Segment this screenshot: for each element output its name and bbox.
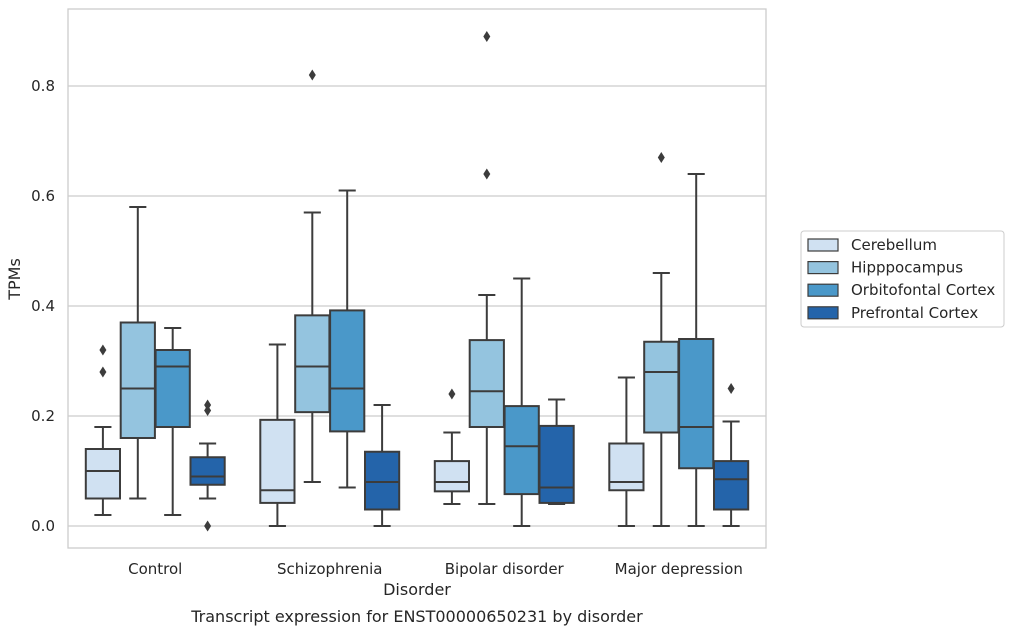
y-tick-label: 0.4: [31, 297, 55, 315]
box-prefrontal-cortex: [189, 399, 226, 532]
box-prefrontal-cortex: [712, 383, 750, 527]
box-cerebellum: [259, 343, 296, 527]
box-iqr: [259, 418, 296, 504]
legend-swatch: [807, 283, 839, 297]
box-orbitofontal-cortex: [329, 189, 366, 489]
box-iqr: [712, 460, 750, 511]
box-hipppocampus: [294, 69, 331, 483]
box-orbitofontal-cortex: [678, 173, 715, 527]
x-tick-label: Bipolar disorder: [445, 560, 565, 578]
outlier-point: [204, 399, 212, 411]
y-tick-label: 0.0: [31, 517, 55, 535]
box-hipppocampus: [468, 31, 505, 505]
x-tick-label: Major depression: [615, 560, 743, 578]
legend: Cerebellum Hipppocampus Orbitofontal Corte…: [800, 230, 1005, 328]
y-tick-label: 0.2: [31, 407, 55, 425]
y-tick-label: 0.6: [31, 187, 55, 205]
outlier-point: [99, 344, 107, 356]
box-prefrontal-cortex: [363, 404, 401, 527]
y-tick-labels: 0.0 0.2 0.4 0.6 0.8: [31, 77, 55, 535]
box-hipppocampus: [119, 206, 156, 500]
box-iqr: [119, 321, 156, 439]
outlier-point: [483, 31, 491, 42]
box-iqr: [294, 314, 331, 414]
y-tick-label: 0.8: [31, 77, 55, 95]
box-iqr: [468, 339, 505, 429]
box-iqr: [84, 448, 122, 500]
box-iqr: [503, 405, 540, 496]
box-groups: [84, 31, 750, 532]
legend-label: Hipppocampus: [851, 259, 963, 277]
y-axis-title: TPMs: [5, 258, 24, 301]
chart-caption: Transcript expression for ENST0000065023…: [190, 607, 643, 626]
box-iqr: [538, 424, 575, 504]
plot-area: [67, 8, 767, 549]
legend-swatch: [807, 261, 839, 275]
box-cerebellum: [608, 376, 645, 527]
legend-frame: [800, 230, 1005, 328]
box-prefrontal-cortex: [538, 398, 575, 505]
box-orbitofontal-cortex: [503, 277, 540, 527]
legend-swatch: [807, 238, 839, 252]
box-iqr: [154, 349, 191, 428]
box-hipppocampus: [643, 152, 680, 527]
box-iqr: [189, 456, 226, 486]
box-iqr: [643, 340, 680, 434]
x-tick-label: Schizophrenia: [277, 560, 382, 578]
box-iqr: [608, 442, 645, 492]
legend-label: Orbitofontal Cortex: [851, 281, 995, 299]
box-iqr: [363, 450, 401, 511]
x-axis-title: Disorder: [383, 580, 451, 599]
legend-swatch: [807, 306, 839, 320]
outlier-point: [657, 152, 665, 163]
x-tick-labels: Control Schizophrenia Bipolar disorder Majo…: [128, 560, 743, 578]
legend-label: Cerebellum: [851, 236, 937, 254]
outlier-point: [99, 366, 107, 378]
box-cerebellum: [433, 388, 471, 505]
legend-label: Prefrontal Cortex: [851, 304, 978, 322]
x-tick-label: Control: [128, 560, 182, 578]
box-orbitofontal-cortex: [154, 327, 191, 516]
box-cerebellum: [84, 344, 122, 516]
box-iqr: [329, 309, 366, 433]
outlier-point: [204, 520, 212, 532]
box-iqr: [433, 460, 471, 493]
outlier-point: [308, 69, 316, 81]
outlier-point: [483, 168, 491, 180]
outlier-point: [727, 383, 735, 394]
outlier-point: [448, 388, 456, 400]
box-iqr: [678, 338, 715, 470]
